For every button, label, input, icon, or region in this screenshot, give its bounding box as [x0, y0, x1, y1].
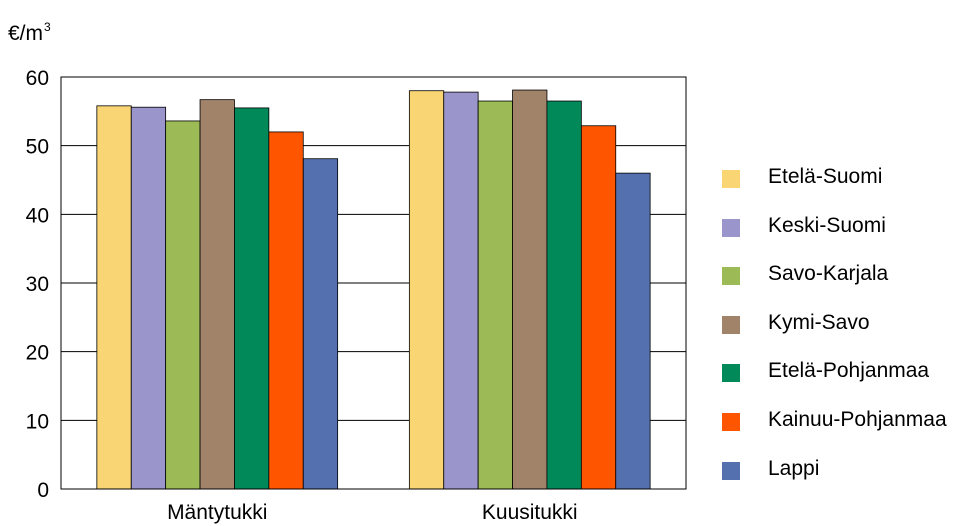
bar: [268, 131, 304, 490]
bar: [165, 120, 201, 490]
legend-swatch: [722, 218, 740, 237]
bar: [546, 100, 582, 490]
bar: [130, 106, 167, 490]
y-tick-label: 10: [26, 410, 49, 433]
bar: [615, 172, 651, 490]
y-tick-label: 60: [26, 67, 49, 90]
legend-label: Etelä-Pohjanmaa: [768, 359, 930, 383]
y-tick-label: 20: [26, 342, 49, 365]
bar: [199, 99, 235, 490]
x-tick-label: Kuusitukki: [482, 501, 578, 524]
legend-swatch: [722, 364, 740, 383]
bar: [408, 90, 445, 490]
bar: [512, 89, 548, 490]
legend-label: Lappi: [768, 456, 820, 480]
y-axis-unit: €/m3: [8, 20, 51, 46]
bar: [580, 125, 617, 490]
unit-superscript: 3: [44, 20, 51, 34]
legend-label: Kymi-Savo: [768, 310, 870, 334]
bar: [477, 100, 513, 490]
legend-label: Keski-Suomi: [768, 213, 886, 237]
bar: [443, 91, 479, 490]
legend-swatch: [722, 170, 740, 188]
legend-swatch: [722, 267, 740, 286]
plot-frame: [60, 76, 687, 490]
bar: [302, 158, 339, 490]
y-tick-label: 50: [26, 136, 49, 159]
legend-swatch: [722, 315, 740, 334]
unit-text: €/m: [8, 22, 44, 45]
bar: [96, 105, 132, 490]
y-tick-label: 30: [26, 273, 49, 296]
legend-swatch: [722, 461, 740, 480]
bar: [234, 107, 270, 490]
legend-label: Savo-Karjala: [768, 262, 889, 286]
legend-label: Kainuu-Pohjanmaa: [768, 408, 947, 431]
legend-label: Etelä-Suomi: [768, 165, 883, 188]
y-tick-label: 0: [37, 479, 49, 502]
legend-swatch: [722, 413, 740, 431]
x-tick-label: Mäntytukki: [167, 501, 267, 524]
y-tick-label: 40: [26, 204, 49, 227]
